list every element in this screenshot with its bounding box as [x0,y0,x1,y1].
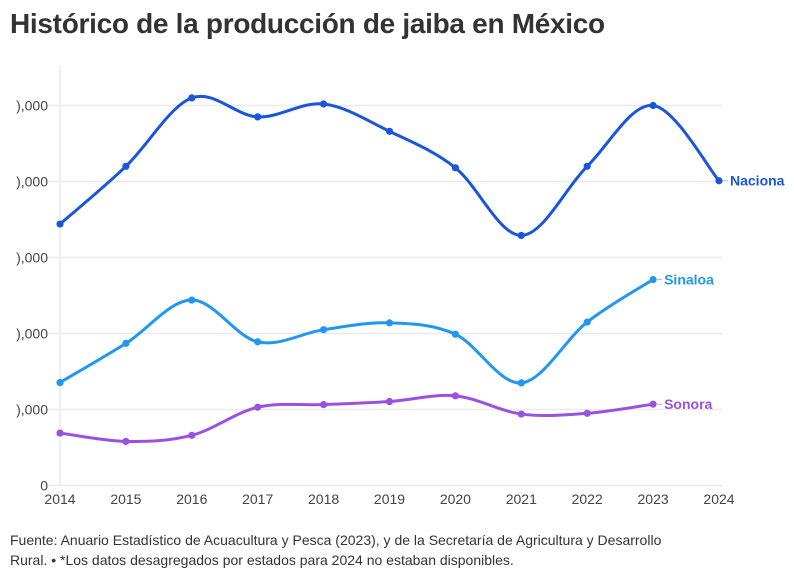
data-point-sonora[interactable] [188,431,196,439]
data-point-sinaloa[interactable] [649,275,657,284]
data-point-nacional[interactable] [517,231,525,240]
data-point-sinaloa[interactable] [583,318,591,326]
y-tick-label: ),000 [16,326,48,342]
data-point-nacional[interactable] [649,101,657,110]
chart-title: Histórico de la producción de jaiba en M… [10,8,605,39]
x-tick-label: 2017 [242,491,273,507]
x-tick-label: 2022 [572,491,603,507]
data-point-sonora[interactable] [451,392,459,400]
data-point-sinaloa[interactable] [517,379,525,387]
series-line-nacional [58,94,721,237]
x-tick-label: 2024 [703,491,734,507]
data-point-sonora[interactable] [320,400,328,409]
x-tick-label: 2015 [110,491,141,507]
data-point-nacional[interactable] [385,127,394,135]
x-tick-label: 2021 [506,491,537,507]
data-point-sinaloa[interactable] [385,319,394,327]
y-tick-label: ),000 [16,98,48,114]
data-point-sinaloa[interactable] [451,330,459,338]
data-point-nacional[interactable] [715,177,723,185]
data-point-sinaloa[interactable] [56,378,64,387]
y-tick-label: ),000 [16,174,48,190]
series-line-sinaloa [58,278,655,385]
data-point-sonora[interactable] [122,437,130,446]
y-tick-label: 0 [40,478,48,494]
x-tick-label: 2016 [176,491,207,507]
data-point-sonora[interactable] [385,397,394,406]
series-lines [56,94,723,446]
data-point-sonora[interactable] [254,403,262,411]
data-point-sonora[interactable] [517,410,525,418]
data-point-nacional[interactable] [122,162,130,170]
data-point-nacional[interactable] [188,94,196,102]
x-tick-label: 2020 [440,491,471,507]
data-point-sinaloa[interactable] [320,326,328,334]
data-point-sinaloa[interactable] [254,338,262,346]
line-chart: 0 ),000 ),000 ),000 ),000 ),000 2014 2015 2016 20… [16,65,785,507]
x-tick-label: 2014 [44,491,75,507]
data-point-nacional[interactable] [451,164,459,172]
data-point-nacional[interactable] [254,113,262,121]
series-label-sonora: Sonora [664,396,712,412]
data-point-sonora[interactable] [56,429,64,437]
data-point-sinaloa[interactable] [188,296,196,304]
axes: 0 ),000 ),000 ),000 ),000 ),000 2014 2015 2016 20… [16,65,735,507]
series-label-sinaloa: Sinaloa [664,272,714,288]
x-tick-label: 2018 [308,491,339,507]
y-tick-label: ),000 [16,250,48,266]
data-point-sonora[interactable] [583,409,591,417]
x-tick-label: 2019 [374,491,405,507]
y-tick-label: ),000 [16,402,48,418]
data-point-sonora[interactable] [649,400,657,408]
series-label-nacional: Naciona [730,173,785,189]
series-line-sonora [58,393,655,443]
data-point-sinaloa[interactable] [122,339,130,347]
x-tick-label: 2023 [638,491,669,507]
data-point-nacional[interactable] [583,162,591,170]
data-point-nacional[interactable] [56,220,64,228]
data-point-nacional[interactable] [320,100,328,108]
source-note: Fuente: Anuario Estadístico de Acuacultu… [10,532,662,568]
gridlines [48,104,723,487]
series-labels: Naciona Sinaloa Sonora [657,173,785,412]
